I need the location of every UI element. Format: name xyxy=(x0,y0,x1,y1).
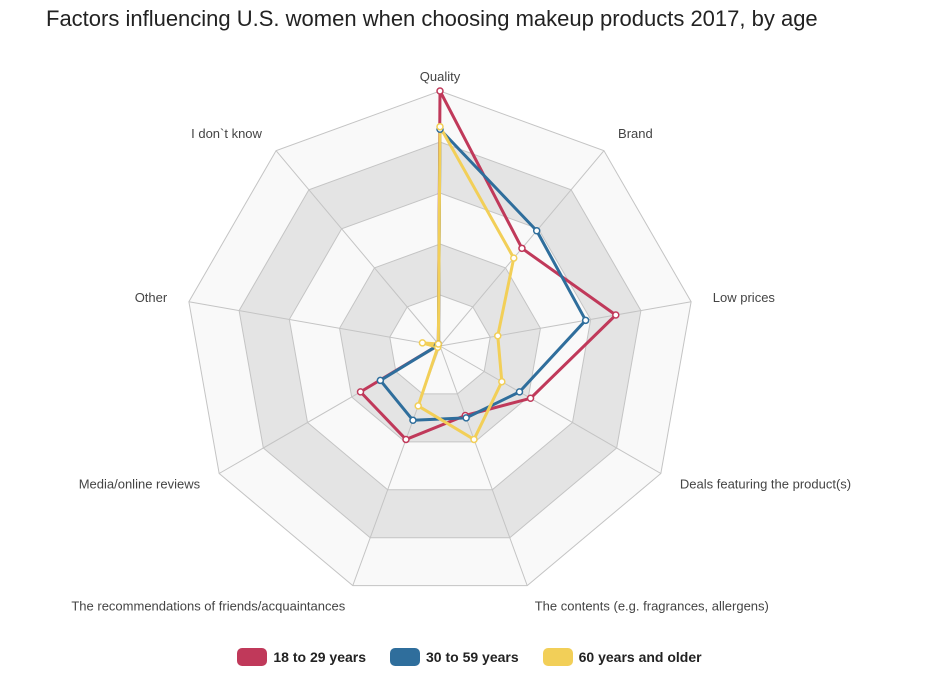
grid-ring-5 xyxy=(188,90,692,587)
legend-label-18-29: 18 to 29 years xyxy=(273,649,367,665)
chart-title: Factors influencing U.S. women when choo… xyxy=(46,6,818,31)
data-point-1-3[interactable] xyxy=(515,388,524,396)
radar-chart: Quality Brand Low prices Deals featuring th… xyxy=(71,69,851,613)
grid-ring-2 xyxy=(339,243,541,443)
legend-item-60-plus[interactable]: 60 years and older xyxy=(542,648,702,666)
legend-label-60-plus: 60 years and older xyxy=(578,649,702,665)
data-point-1-5[interactable] xyxy=(409,416,417,425)
axis-label-0: Quality xyxy=(420,69,461,84)
grid-spoke-8 xyxy=(275,150,441,347)
grid-spoke-3 xyxy=(439,345,662,474)
grid-spoke-2 xyxy=(439,301,692,347)
grid-ring-1 xyxy=(389,294,491,395)
data-point-2-8[interactable] xyxy=(434,340,443,348)
axis-label-8: I don`t know xyxy=(191,126,262,141)
axis-label-5: The recommendations of friends/acquainta… xyxy=(71,598,345,613)
legend-item-30-59[interactable]: 30 to 59 years xyxy=(390,648,519,666)
data-point-2-7[interactable] xyxy=(418,339,427,347)
data-point-0-5[interactable] xyxy=(402,435,410,444)
legend: 18 to 29 years 30 to 59 years 60 years a… xyxy=(0,648,939,666)
grid-rings xyxy=(188,90,692,587)
grid-ring-3 xyxy=(288,192,592,491)
series-line-2 xyxy=(416,125,516,441)
data-point-2-3[interactable] xyxy=(498,377,506,386)
axis-label-1: Brand xyxy=(618,126,653,141)
legend-swatch-60-plus xyxy=(542,648,573,666)
data-point-1-6[interactable] xyxy=(376,376,385,385)
legend-label-30-59: 30 to 59 years xyxy=(426,649,519,665)
axis-label-6: Media/online reviews xyxy=(79,477,201,492)
axis-label-4: The contents (e.g. fragrances, allergens… xyxy=(535,598,769,613)
data-point-0-3[interactable] xyxy=(526,394,535,403)
axis-label-3: Deals featuring the product(s) xyxy=(680,477,851,492)
data-point-2-5[interactable] xyxy=(414,402,422,410)
legend-item-18-29[interactable]: 18 to 29 years xyxy=(237,648,366,666)
axis-label-7: Other xyxy=(135,290,168,305)
grid-spoke-4 xyxy=(439,345,528,586)
data-point-1-2[interactable] xyxy=(581,316,590,325)
data-point-2-2[interactable] xyxy=(494,332,502,340)
data-point-1-4[interactable] xyxy=(462,414,470,422)
data-point-2-0[interactable] xyxy=(436,122,444,131)
series-points xyxy=(356,87,620,444)
data-point-0-1[interactable] xyxy=(518,244,526,253)
axis-label-2: Low prices xyxy=(713,290,776,305)
data-point-2-4[interactable] xyxy=(470,435,478,444)
data-point-0-2[interactable] xyxy=(612,311,620,319)
grid-ring-4 xyxy=(238,141,642,539)
legend-swatch-30-59 xyxy=(390,648,421,666)
legend-swatch-18-29 xyxy=(237,648,268,666)
data-point-0-6[interactable] xyxy=(356,388,365,396)
grid-spoke-7 xyxy=(188,301,441,347)
axis-labels: Quality Brand Low prices Deals featuring th… xyxy=(71,69,851,613)
data-point-0-0[interactable] xyxy=(436,87,444,95)
data-point-1-1[interactable] xyxy=(532,226,541,235)
data-point-2-1[interactable] xyxy=(510,254,518,262)
